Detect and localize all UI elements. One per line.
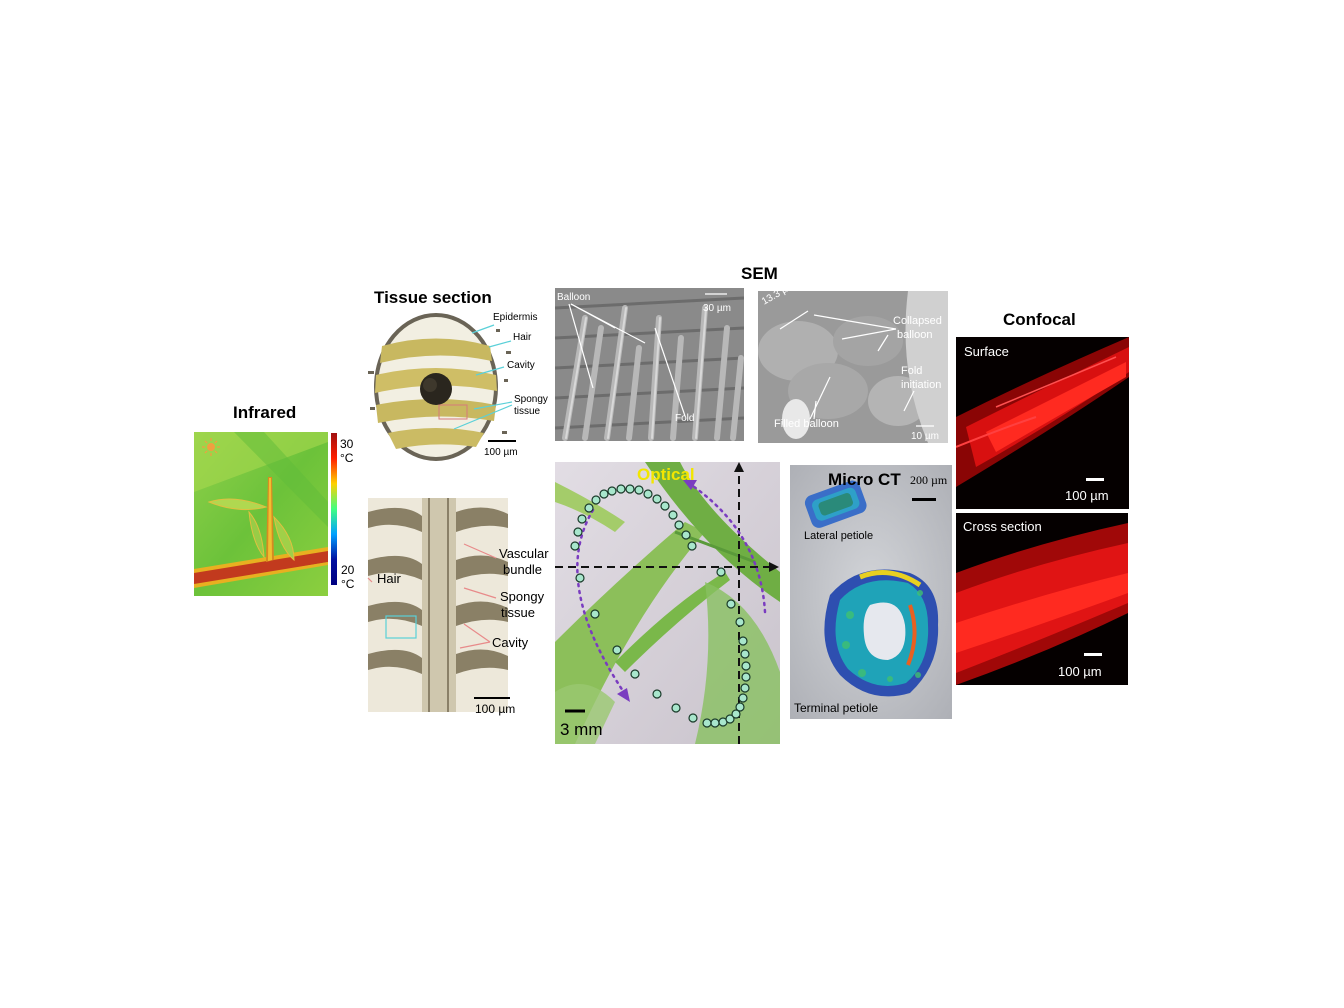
label-hair-top: Hair — [513, 332, 532, 343]
confocal-cross-label: Cross section — [963, 519, 1042, 534]
optical-image — [555, 462, 780, 744]
infrared-image — [194, 432, 328, 596]
infrared-title: Infrared — [233, 403, 297, 422]
confocal-title: Confocal — [1003, 310, 1076, 329]
confocal-surface-label: Surface — [964, 344, 1009, 359]
label-hair-bottom: Hair — [377, 571, 401, 586]
scale-tissue-bottom: 100 µm — [475, 702, 516, 716]
sem-label-fold-1: Fold — [901, 365, 923, 377]
confocal-cross-scale: 100 µm — [1058, 664, 1102, 679]
sem-left-scale: 30 µm — [703, 303, 731, 314]
colorbar-max: 30 — [340, 437, 354, 451]
tissue-section-bottom-image — [364, 498, 554, 714]
sem-label-balloon: Balloon — [557, 292, 591, 303]
sem-label-collapsed-1: Collapsed — [893, 315, 942, 327]
micro-ct-image — [790, 465, 952, 719]
optical-scale: 3 mm — [560, 720, 603, 739]
colorbar-max-unit: °C — [340, 451, 354, 465]
confocal-cross-image — [956, 513, 1128, 685]
label-vascular: Vascular — [499, 546, 549, 561]
optical-title: Optical — [637, 465, 695, 484]
sem-right-image — [758, 291, 948, 443]
label-spongy-bottom: Spongy — [500, 589, 545, 604]
colorbar-min-unit: °C — [341, 577, 355, 591]
sem-label-filled: Filled balloon — [774, 418, 839, 430]
sem-label-fold: Fold — [675, 413, 695, 424]
label-tissue-bottom: tissue — [501, 605, 535, 620]
tissue-section-title: Tissue section — [374, 288, 492, 307]
temperature-colorbar — [331, 433, 337, 585]
micro-ct-title: Micro CT — [828, 470, 901, 489]
sem-label-fold-2: initiation — [901, 379, 942, 391]
confocal-surface-image — [956, 337, 1129, 509]
tissue-section-top-image — [364, 311, 554, 463]
label-bundle: bundle — [503, 562, 543, 577]
sem-left-image — [555, 288, 744, 441]
sem-label-collapsed-2: balloon — [897, 329, 933, 341]
micro-ct-terminal-label: Terminal petiole — [794, 701, 879, 715]
colorbar-min: 20 — [341, 563, 355, 577]
micro-ct-lateral-label: Lateral petiole — [804, 530, 874, 542]
label-spongy-top: Spongy — [514, 394, 548, 405]
scale-tissue-top: 100 µm — [484, 447, 518, 458]
confocal-surface-scale: 100 µm — [1065, 488, 1109, 503]
sem-title: SEM — [741, 264, 778, 283]
label-cavity-bottom: Cavity — [492, 635, 529, 650]
label-cavity-top: Cavity — [507, 360, 535, 371]
label-epidermis: Epidermis — [493, 312, 538, 323]
sun-icon — [202, 438, 220, 456]
micro-ct-scale: 200 µm — [910, 473, 948, 487]
label-tissue-top: tissue — [514, 406, 541, 417]
sem-right-scale: 10 µm — [911, 431, 939, 442]
